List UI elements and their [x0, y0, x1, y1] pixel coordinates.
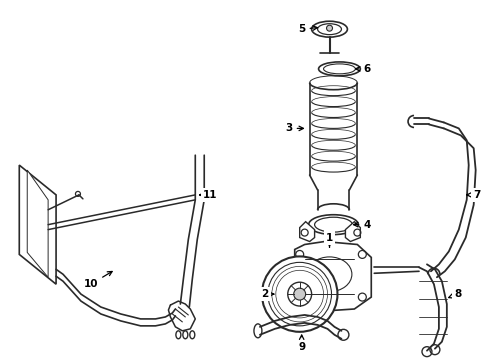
Ellipse shape	[323, 64, 355, 74]
Circle shape	[287, 282, 311, 306]
Text: 6: 6	[355, 64, 370, 74]
Polygon shape	[345, 222, 360, 242]
Text: 7: 7	[466, 190, 479, 200]
Polygon shape	[294, 242, 370, 311]
Circle shape	[267, 262, 331, 326]
Polygon shape	[19, 165, 56, 284]
Polygon shape	[27, 170, 48, 277]
Circle shape	[326, 25, 332, 31]
Text: 2: 2	[261, 289, 273, 299]
Text: 8: 8	[448, 289, 461, 299]
Ellipse shape	[317, 24, 341, 35]
Circle shape	[293, 288, 305, 300]
Polygon shape	[299, 222, 314, 242]
Circle shape	[262, 256, 337, 332]
Text: 10: 10	[83, 271, 112, 289]
Ellipse shape	[314, 217, 352, 232]
Ellipse shape	[318, 62, 360, 76]
Ellipse shape	[308, 215, 358, 235]
Text: 11: 11	[199, 190, 217, 200]
Text: 9: 9	[298, 335, 305, 352]
Text: 3: 3	[285, 123, 303, 134]
Text: 5: 5	[298, 24, 317, 34]
Ellipse shape	[311, 21, 346, 37]
Text: 1: 1	[325, 233, 332, 247]
Ellipse shape	[306, 257, 351, 292]
Text: 4: 4	[353, 220, 370, 230]
